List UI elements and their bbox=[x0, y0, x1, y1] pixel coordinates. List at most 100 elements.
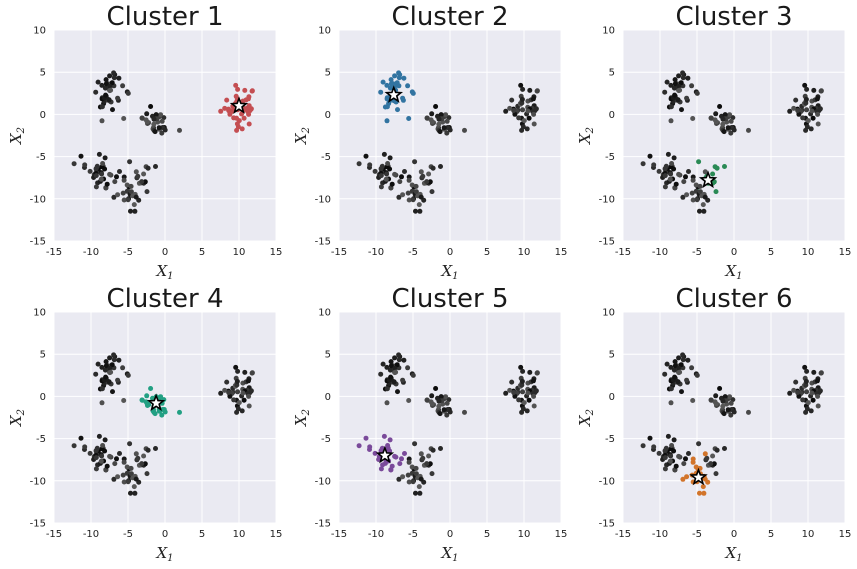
data-point bbox=[679, 389, 684, 395]
centroid-star-icon bbox=[146, 393, 166, 412]
data-point bbox=[787, 390, 793, 396]
highlighted-point bbox=[693, 464, 699, 470]
data-point bbox=[383, 176, 389, 182]
data-point bbox=[128, 490, 133, 496]
data-point bbox=[731, 127, 737, 133]
y-tick-label: 5 bbox=[325, 68, 331, 79]
data-point bbox=[112, 461, 118, 467]
data-point bbox=[683, 456, 688, 462]
data-point bbox=[124, 464, 130, 470]
data-point bbox=[803, 382, 809, 388]
highlighted-point bbox=[233, 82, 239, 88]
scatter-points bbox=[356, 70, 540, 214]
x-tick-label: 5 bbox=[484, 247, 490, 258]
data-point bbox=[815, 121, 821, 127]
highlighted-point bbox=[378, 466, 384, 472]
data-point bbox=[148, 104, 154, 109]
data-point bbox=[93, 466, 99, 472]
data-point bbox=[531, 393, 537, 399]
data-point bbox=[125, 372, 131, 378]
subplot-4: -15 -10 -5 0 5 10 15 -15 -10 -5 0 5 10 Cluster 4 X1 X2 bbox=[7, 284, 282, 564]
data-point bbox=[437, 129, 443, 135]
y-tick-label: -15 bbox=[599, 519, 615, 530]
data-point bbox=[804, 107, 810, 113]
data-point bbox=[509, 97, 515, 103]
x-tick-label: -15 bbox=[46, 247, 62, 258]
data-point bbox=[153, 112, 159, 118]
data-point bbox=[672, 77, 678, 83]
highlighted-point bbox=[722, 164, 727, 169]
data-point bbox=[684, 192, 690, 198]
data-point bbox=[142, 461, 148, 467]
y-tick-label: -5 bbox=[36, 434, 46, 445]
data-point bbox=[397, 179, 403, 185]
data-point bbox=[380, 361, 386, 367]
data-point bbox=[669, 443, 675, 448]
data-point bbox=[387, 155, 393, 161]
highlighted-point bbox=[401, 75, 407, 81]
centroid-star-icon bbox=[229, 96, 249, 114]
data-point bbox=[531, 121, 537, 127]
data-point bbox=[409, 182, 415, 188]
x-tick-label: 10 bbox=[802, 247, 815, 258]
data-point bbox=[520, 86, 526, 92]
data-point bbox=[668, 400, 674, 406]
y-tick-label: 0 bbox=[40, 392, 46, 403]
data-point bbox=[410, 372, 416, 378]
data-point bbox=[438, 164, 443, 169]
data-point bbox=[78, 435, 84, 441]
highlighted-point bbox=[702, 476, 708, 482]
highlighted-point bbox=[392, 453, 398, 459]
data-point bbox=[399, 174, 404, 180]
data-point bbox=[795, 390, 801, 395]
data-point bbox=[418, 169, 424, 175]
data-point bbox=[153, 164, 158, 169]
data-point bbox=[99, 171, 105, 177]
data-point bbox=[133, 451, 139, 457]
y-tick-label: 10 bbox=[318, 26, 331, 37]
data-point bbox=[675, 97, 681, 103]
data-point bbox=[811, 87, 817, 93]
data-point bbox=[686, 451, 691, 456]
data-point bbox=[713, 393, 719, 399]
data-point bbox=[417, 208, 423, 214]
data-point bbox=[106, 97, 112, 103]
data-point bbox=[139, 461, 145, 467]
data-point bbox=[114, 456, 119, 462]
data-point bbox=[406, 177, 412, 183]
x-tick-label: -10 bbox=[652, 247, 668, 258]
data-point bbox=[512, 111, 518, 117]
data-point bbox=[420, 173, 426, 179]
data-point bbox=[534, 88, 540, 94]
scatter-points bbox=[640, 70, 824, 214]
y-tick-label: -10 bbox=[30, 476, 46, 487]
data-point bbox=[527, 87, 533, 93]
data-point bbox=[128, 465, 134, 471]
data-point bbox=[110, 389, 115, 395]
data-point bbox=[800, 115, 806, 121]
data-point bbox=[111, 194, 117, 200]
data-point bbox=[818, 370, 824, 376]
data-point bbox=[142, 179, 148, 185]
data-point bbox=[121, 116, 127, 121]
highlighted-point bbox=[701, 490, 707, 496]
data-point bbox=[111, 352, 117, 358]
data-point bbox=[803, 100, 809, 106]
data-point bbox=[82, 444, 88, 450]
data-point bbox=[714, 447, 720, 453]
highlighted-point bbox=[380, 79, 386, 85]
data-point bbox=[226, 390, 232, 395]
data-point bbox=[677, 87, 683, 93]
data-point bbox=[387, 367, 393, 373]
x-tick-label: 5 bbox=[199, 247, 205, 258]
data-point bbox=[384, 171, 390, 177]
data-point bbox=[800, 397, 806, 403]
highlighted-point bbox=[406, 116, 412, 121]
data-point bbox=[712, 117, 718, 123]
data-point bbox=[107, 355, 113, 361]
x-tick-label: 0 bbox=[162, 247, 168, 258]
highlighted-point bbox=[249, 88, 255, 94]
data-point bbox=[672, 92, 678, 98]
data-point bbox=[713, 111, 719, 117]
